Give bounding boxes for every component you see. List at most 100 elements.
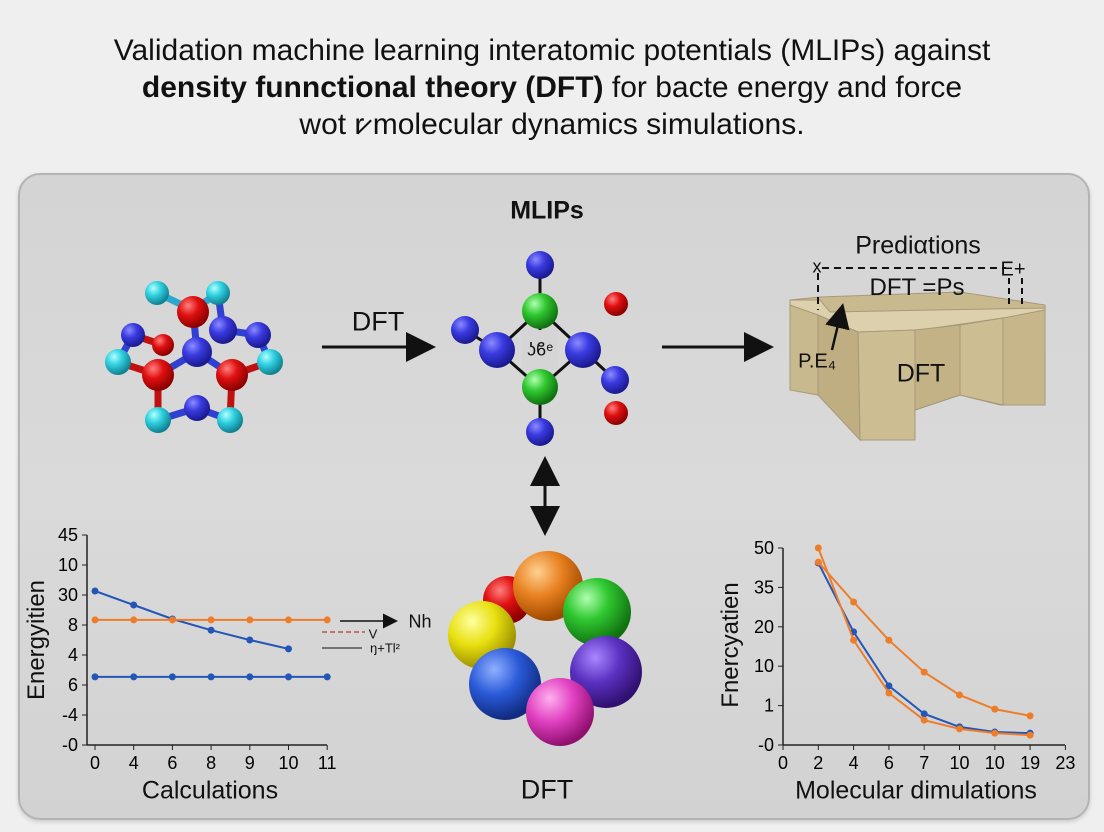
predictions-label: Prediαtions <box>855 231 981 260</box>
x-tick-label: 7 <box>919 753 929 773</box>
data-point <box>168 616 176 624</box>
dft-arrow-label: DFT <box>351 306 405 337</box>
x-tick-label: 6 <box>167 753 177 773</box>
atom <box>604 292 628 316</box>
atom <box>145 281 169 305</box>
x-tick-label: 4 <box>129 753 139 773</box>
input-molecule <box>105 281 283 433</box>
sphere <box>526 678 594 746</box>
data-point <box>885 636 893 644</box>
dft-sphere-cluster <box>448 551 642 746</box>
atom <box>217 407 243 433</box>
title-bold: density funnctional theory (DFT) <box>141 71 604 104</box>
right-chart-xlabel: Molecular dimulations <box>795 776 1037 805</box>
block-dft-label: DFT <box>896 359 946 388</box>
data-point <box>323 673 331 681</box>
data-point <box>130 601 138 609</box>
y-tick-label: 8 <box>68 615 78 635</box>
left-chart-ylabel: Energyitien <box>23 579 50 701</box>
y-tick-label: 35 <box>754 577 774 597</box>
title-rest: for bacte energy and force <box>603 71 963 104</box>
x-tick-label: 10 <box>985 753 1005 773</box>
data-point <box>246 673 254 681</box>
x-tick-label: 23 <box>1055 753 1075 773</box>
data-point <box>207 616 215 624</box>
data-point <box>850 636 858 644</box>
data-point <box>285 673 292 681</box>
data-point <box>130 616 138 624</box>
title-line-3: wot r̷ molecular dynamics simulations. <box>299 108 805 141</box>
data-point <box>850 598 858 606</box>
sphere <box>563 578 631 646</box>
legend-label-nh: Nh <box>408 611 432 632</box>
data-point <box>207 673 215 681</box>
atom <box>451 316 479 344</box>
data-point <box>246 636 254 644</box>
atom <box>526 251 554 279</box>
sphere <box>570 636 642 708</box>
sphere <box>469 648 541 720</box>
data-point <box>814 558 822 566</box>
atom <box>479 332 515 368</box>
mlips-label: MLIPs <box>510 196 584 225</box>
figure-title: Validation machine learning interatomic … <box>0 32 1104 143</box>
molecule-glyph: ʖϐᵉ <box>526 339 554 360</box>
y-tick-label: 10 <box>754 656 774 676</box>
data-point <box>991 729 999 737</box>
e-mark: E+ <box>1000 258 1026 281</box>
equation-label: DFT =Ps <box>869 274 965 301</box>
atom <box>601 366 629 394</box>
x-tick-label: 4 <box>849 753 859 773</box>
data-point <box>1026 712 1034 720</box>
data-point <box>814 544 822 552</box>
atom <box>604 401 628 425</box>
prediction-block <box>789 291 1046 442</box>
series-line <box>817 562 1031 735</box>
x-tick-label: 0 <box>90 753 100 773</box>
data-point <box>130 673 138 681</box>
atom <box>142 359 174 391</box>
y-tick-label: -4 <box>62 705 78 725</box>
data-point <box>285 645 292 653</box>
left-chart-xlabel: Calculations <box>141 776 279 805</box>
data-point <box>168 673 176 681</box>
mlip-molecule <box>451 251 629 446</box>
x-tick-label: 19 <box>1020 753 1040 773</box>
atom <box>522 293 558 329</box>
legend-label-v: V <box>368 626 378 642</box>
data-point <box>956 725 963 733</box>
atom <box>184 395 210 421</box>
x-tick-label: 9 <box>245 753 255 773</box>
series-line <box>94 590 289 650</box>
y-tick-label: 6 <box>68 675 78 695</box>
atom <box>177 296 209 328</box>
right-chart-ylabel: Fnercyatien <box>717 582 744 708</box>
x-mark: x <box>812 256 822 277</box>
data-point <box>207 626 215 634</box>
atom <box>121 323 145 347</box>
pointer-arrow-icon <box>825 303 850 351</box>
legend-label-n-tl: ŋ+Tl² <box>370 640 400 656</box>
atom <box>152 334 174 356</box>
y-tick-label: 45 <box>58 525 78 545</box>
series-line <box>817 561 1031 717</box>
y-tick-label: -0 <box>62 735 78 755</box>
data-point <box>1026 731 1034 739</box>
data-point <box>91 673 99 681</box>
y-tick-label: 50 <box>754 538 774 558</box>
x-tick-label: 11 <box>318 753 337 773</box>
atom <box>565 332 601 368</box>
y-tick-label: 1 <box>764 696 774 716</box>
x-tick-label: 10 <box>949 753 969 773</box>
y-tick-label: 20 <box>754 617 774 637</box>
dft-bottom-label: DFT <box>520 774 574 805</box>
data-point <box>885 689 893 697</box>
x-tick-label: 2 <box>813 753 823 773</box>
x-tick-label: 8 <box>206 753 216 773</box>
data-point <box>991 705 999 713</box>
y-tick-label: 4 <box>68 645 78 665</box>
atom <box>182 337 212 367</box>
data-point <box>885 682 893 690</box>
title-line-1: Validation machine learning interatomic … <box>113 34 991 67</box>
